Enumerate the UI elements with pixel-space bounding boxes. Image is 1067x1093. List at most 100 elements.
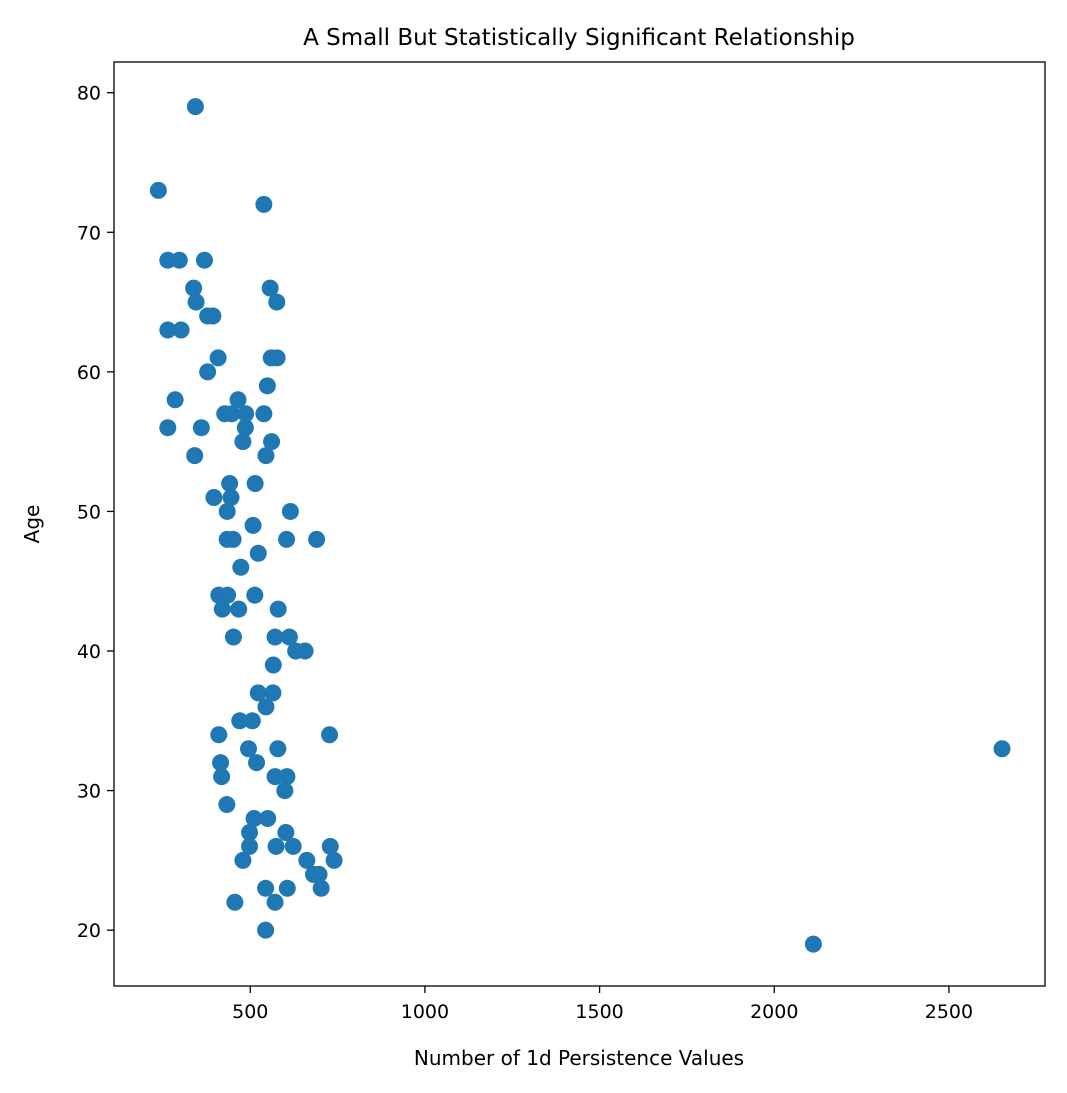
data-point [278,530,296,548]
data-point [212,754,230,772]
data-point [266,768,284,786]
data-point [213,600,231,618]
data-point [244,516,262,534]
data-point [321,726,339,744]
y-axis-label: Age [20,505,44,544]
data-point [218,502,236,520]
data-point [209,349,227,367]
data-point [149,181,167,199]
data-point [185,279,203,297]
data-point [170,251,188,269]
data-point [236,419,254,437]
data-point [308,530,326,548]
y-tick-label: 40 [77,641,101,663]
x-tick-label: 1000 [401,1001,449,1023]
tick-group: 500 1000 1500 2000 2500 20 30 40 50 60 70 80 [77,83,973,1023]
data-point [264,684,282,702]
data-point [243,712,261,730]
data-point [276,782,294,800]
data-point [223,405,241,423]
data-point [172,321,190,339]
data-point [277,823,295,841]
data-point [218,796,236,814]
data-point [312,879,330,897]
data-point [267,837,285,855]
data-point [258,377,276,395]
data-point [255,405,273,423]
data-point [321,837,339,855]
data-point [204,307,222,325]
data-point [224,530,242,548]
data-point [255,195,273,213]
data-point [159,419,177,437]
data-point [266,628,284,646]
data-point [269,600,287,618]
data-point [221,475,239,493]
data-point [213,768,231,786]
data-point [310,865,328,883]
data-point [186,98,204,116]
x-tick-label: 500 [232,1001,268,1023]
x-axis-label: Number of 1d Persistence Values [414,1046,744,1070]
data-point [298,851,316,869]
y-tick-label: 80 [77,83,101,105]
y-tick-label: 30 [77,781,101,803]
chart-title: A Small But Statistically Significant Re… [303,25,855,51]
data-point [210,726,228,744]
data-point [263,433,281,451]
data-point [268,349,286,367]
data-point [234,851,252,869]
data-point [249,544,267,562]
data-point [993,740,1011,758]
data-point [222,488,240,506]
data-point [219,586,237,604]
data-point [296,642,314,660]
data-point [249,684,267,702]
x-tick-label: 2000 [750,1001,798,1023]
data-point [281,502,299,520]
y-tick-label: 50 [77,501,101,523]
data-point [245,810,263,828]
data-point [231,712,249,730]
plot-frame [113,61,1046,987]
data-points [149,98,1011,953]
x-tick-label: 1500 [575,1001,623,1023]
data-point [264,656,282,674]
data-point [234,433,252,451]
data-point [192,419,210,437]
data-point [237,405,255,423]
data-point [239,740,257,758]
data-point [280,628,298,646]
data-point [186,447,204,465]
x-tick-label: 2500 [925,1001,973,1023]
data-point [241,823,259,841]
y-tick-label: 20 [77,920,101,942]
data-point [230,600,248,618]
data-point [159,321,177,339]
data-point [278,879,296,897]
data-point [257,921,275,939]
data-point [246,586,264,604]
data-point [226,893,244,911]
y-tick-label: 60 [77,362,101,384]
data-point [241,837,259,855]
y-tick-label: 70 [77,222,101,244]
data-point [257,879,275,897]
data-point [268,293,286,311]
data-point [269,740,287,758]
data-point [259,810,277,828]
data-point [248,754,266,772]
data-point [325,851,343,869]
data-point [257,447,275,465]
data-point [199,363,217,381]
data-point [261,279,279,297]
data-point [804,935,822,953]
data-point [166,391,184,409]
data-point [205,488,223,506]
data-point [278,768,296,786]
data-point [229,391,247,409]
data-point [224,628,242,646]
data-point [257,698,275,716]
